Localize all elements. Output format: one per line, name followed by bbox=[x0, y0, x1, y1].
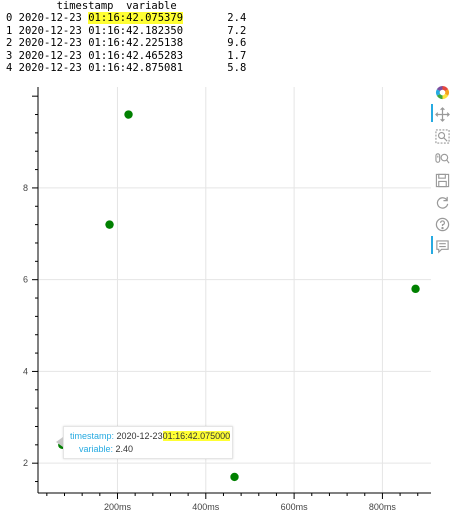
row-value: 5.8 bbox=[227, 61, 247, 74]
row-date: 2020-12-23 bbox=[18, 24, 82, 37]
pan-icon[interactable] bbox=[434, 106, 450, 122]
row-value: 7.2 bbox=[227, 24, 247, 37]
x-tick-label: 600ms bbox=[281, 502, 309, 512]
row-index: 0 bbox=[6, 12, 13, 25]
x-tick-label: 800ms bbox=[369, 502, 397, 512]
dataframe-output: timestamp variable 0 2020-12-23 01:16:42… bbox=[6, 0, 246, 74]
data-point[interactable] bbox=[411, 284, 420, 294]
data-point[interactable] bbox=[105, 220, 114, 229]
tooltip-variable-value: 2.40 bbox=[115, 444, 134, 454]
y-tick-label: 4 bbox=[23, 366, 28, 376]
grid-lines bbox=[38, 87, 431, 493]
wheel-zoom-icon[interactable] bbox=[434, 150, 450, 166]
dataframe-row: 0 2020-12-23 01:16:42.075379 2.4 bbox=[6, 12, 247, 25]
data-point[interactable] bbox=[124, 110, 133, 119]
row-index: 4 bbox=[6, 61, 13, 74]
hover-active-indicator bbox=[431, 236, 433, 254]
y-tick-label: 6 bbox=[23, 275, 28, 285]
row-value: 1.7 bbox=[227, 49, 247, 62]
save-icon[interactable] bbox=[434, 172, 450, 188]
tick-marks: 200ms 400ms 600ms 800ms 2 4 6 8 bbox=[23, 95, 419, 512]
row-date: 2020-12-23 bbox=[18, 49, 82, 62]
tooltip-timestamp-date: 2020-12-23 bbox=[116, 431, 163, 441]
row-time: 01:16:42.225138 bbox=[88, 37, 184, 50]
axes bbox=[37, 87, 431, 494]
row-index: 1 bbox=[6, 24, 13, 37]
tooltip-variable-row: variable: 2.40 bbox=[79, 443, 133, 456]
row-time: 01:16:42.465283 bbox=[88, 49, 184, 62]
dataframe-header: timestamp variable bbox=[6, 0, 177, 12]
y-tick-label: 2 bbox=[23, 458, 28, 468]
row-value: 9.6 bbox=[227, 37, 247, 50]
tooltip-timestamp-row: timestamp: 2020-12-2301:16:42.075000 bbox=[70, 430, 231, 443]
row-index: 2 bbox=[6, 37, 13, 50]
tooltip-variable-label: variable: bbox=[79, 444, 114, 454]
tooltip-arrow bbox=[56, 437, 63, 447]
y-tick-label: 8 bbox=[23, 183, 28, 193]
row-time: 01:16:42.182350 bbox=[88, 24, 184, 37]
row-date: 2020-12-23 bbox=[18, 61, 82, 74]
help-icon[interactable] bbox=[434, 216, 450, 232]
tooltip-timestamp-label: timestamp: bbox=[70, 431, 115, 441]
box-zoom-icon[interactable] bbox=[434, 128, 450, 144]
dataframe-row: 4 2020-12-23 01:16:42.875081 5.8 bbox=[6, 62, 246, 74]
dataframe-row: 1 2020-12-23 01:16:42.182350 7.2 bbox=[6, 25, 246, 37]
dataframe-row: 2 2020-12-23 01:16:42.225138 9.6 bbox=[6, 37, 246, 49]
tooltip-timestamp-time: 01:16:42.075000 bbox=[162, 431, 231, 441]
row-time: 01:16:42.875081 bbox=[88, 61, 184, 74]
pan-active-indicator bbox=[431, 104, 433, 122]
reset-icon[interactable] bbox=[434, 194, 450, 210]
row-date: 2020-12-23 bbox=[18, 37, 82, 50]
row-time-highlighted: 01:16:42.075379 bbox=[88, 12, 184, 25]
hover-tooltip: timestamp: 2020-12-2301:16:42.075000 var… bbox=[56, 426, 233, 459]
row-date: 2020-12-23 bbox=[18, 12, 82, 25]
hover-icon[interactable] bbox=[434, 238, 450, 254]
row-value: 2.4 bbox=[227, 12, 247, 25]
row-index: 3 bbox=[6, 49, 13, 62]
x-tick-label: 400ms bbox=[192, 502, 220, 512]
bokeh-logo-icon[interactable] bbox=[434, 84, 450, 100]
dataframe-row: 3 2020-12-23 01:16:42.465283 1.7 bbox=[6, 50, 246, 62]
x-tick-label: 200ms bbox=[104, 502, 132, 512]
data-point[interactable] bbox=[230, 472, 239, 482]
